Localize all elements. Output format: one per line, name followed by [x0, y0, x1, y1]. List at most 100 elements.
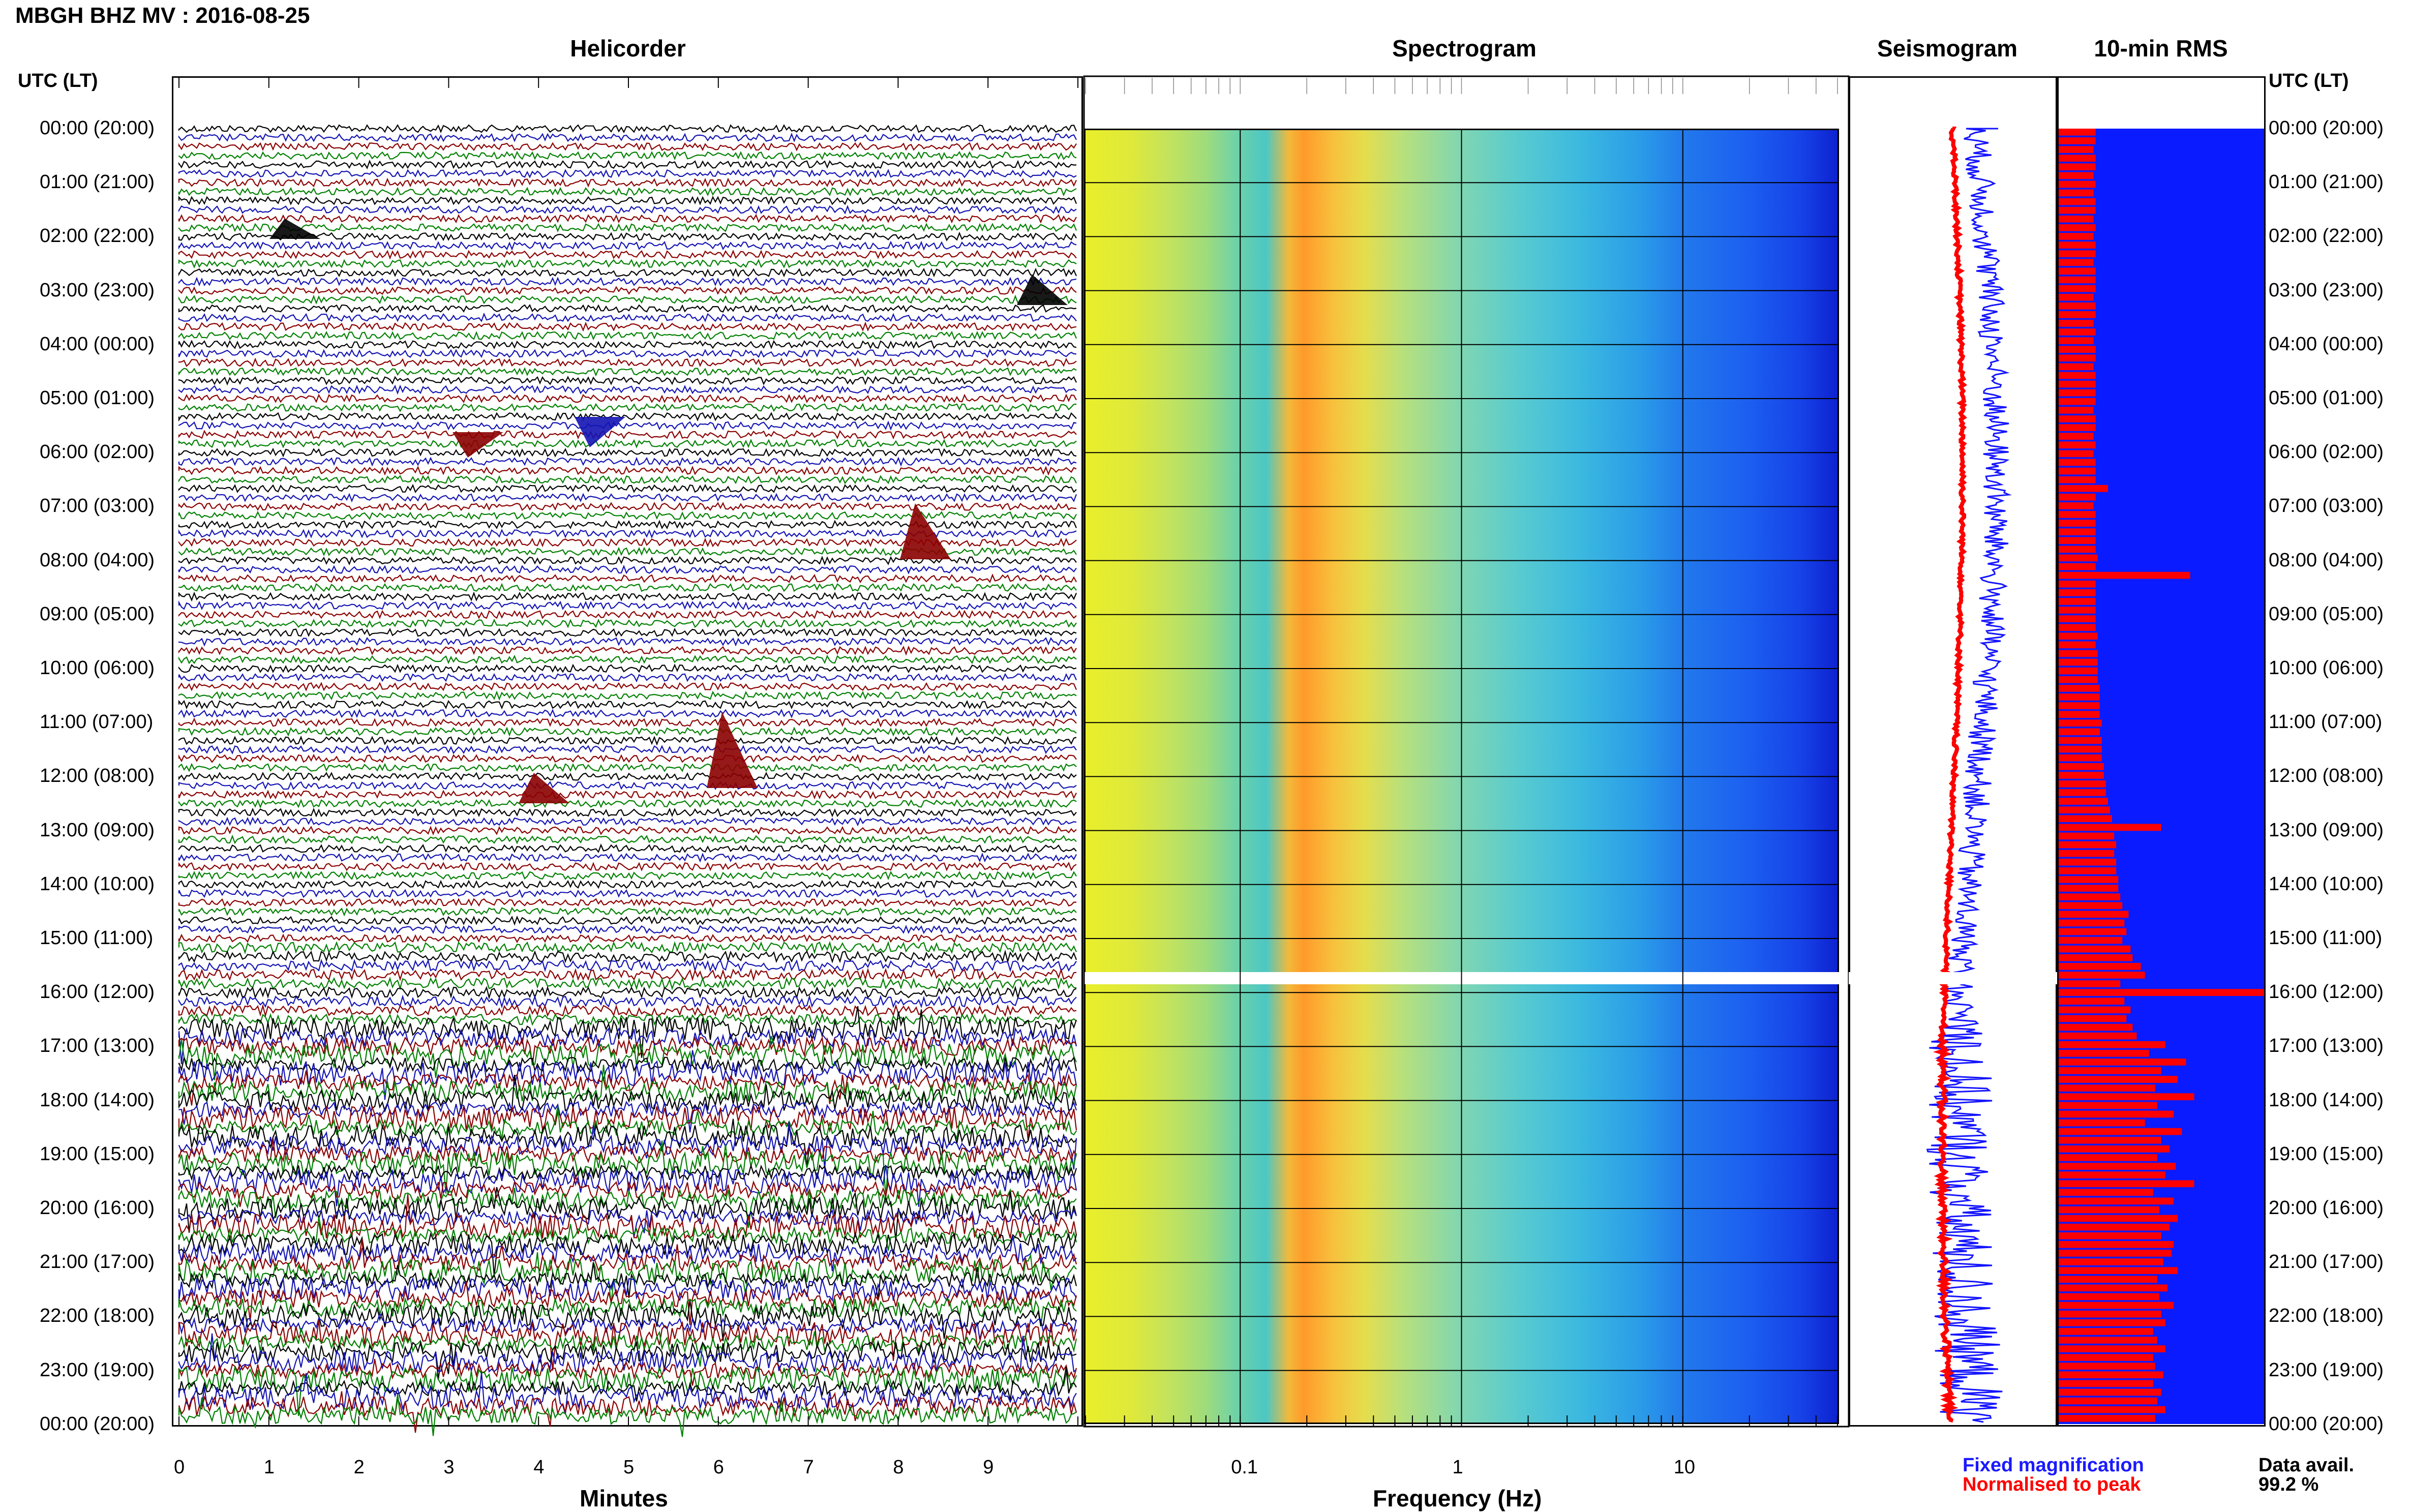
helicorder-trace: [178, 817, 1077, 827]
rms-bar: [2059, 267, 2096, 275]
rms-bar: [2059, 858, 2117, 866]
rms-bar: [2059, 1059, 2186, 1066]
helicorder-trace: [178, 610, 1077, 619]
helicorder-trace: [178, 1104, 1077, 1140]
helicorder-xtick-label: 2: [353, 1457, 365, 1478]
rms-bar: [2059, 954, 2133, 961]
helicorder-trace: [178, 1122, 1077, 1170]
rms-bar: [2059, 658, 2098, 666]
helicorder-trace: [178, 349, 1077, 358]
helicorder-trace: [178, 654, 1077, 664]
rms-bar: [2059, 893, 2121, 900]
rms-bar: [2059, 363, 2094, 371]
rms-bar: [2059, 311, 2096, 318]
seismogram-fixed-trace: [1926, 128, 2012, 1423]
helicorder-trace: [178, 834, 1077, 844]
rms-bar: [2059, 1371, 2163, 1379]
helicorder-trace: [178, 826, 1077, 836]
helicorder-trace: [178, 700, 1077, 710]
rms-bar: [2059, 198, 2096, 205]
rms-bar: [2059, 1171, 2166, 1178]
time-tick-left: 11:00 (07:00): [40, 711, 154, 733]
rms-bar: [2059, 936, 2123, 944]
rms-bar: [2059, 1310, 2161, 1318]
time-tick-left: 10:00 (06:00): [40, 657, 155, 679]
helicorder-trace: [178, 483, 1077, 494]
helicorder-trace: [178, 958, 1077, 973]
helicorder-trace: [178, 1138, 1077, 1165]
rms-bar: [2059, 632, 2098, 640]
time-tick-right: 02:00 (22:00): [2269, 225, 2384, 247]
rms-bar: [2059, 972, 2145, 979]
rms-bar: [2059, 1119, 2145, 1127]
helicorder-trace: [178, 735, 1077, 746]
helicorder-trace: [178, 1036, 1077, 1080]
rms-bar: [2059, 667, 2098, 675]
time-tick-right: 20:00 (16:00): [2269, 1197, 2384, 1219]
rms-bar: [2059, 997, 2125, 1005]
rms-bar: [2059, 520, 2096, 527]
rms-bar: [2059, 1067, 2161, 1074]
rms-bar: [2059, 615, 2096, 622]
helicorder-trace: [178, 474, 1077, 485]
helicorder-title: Helicorder: [570, 35, 686, 62]
helicorder-trace: [178, 1372, 1077, 1415]
helicorder-trace: [178, 682, 1077, 692]
helicorder-xtick-label: 4: [533, 1457, 545, 1478]
helicorder-trace: [178, 771, 1077, 781]
rms-bar: [2059, 685, 2100, 692]
spectrogram-title: Spectrogram: [1392, 35, 1537, 62]
rms-bar: [2059, 337, 2094, 344]
rms-bar: [2059, 1154, 2157, 1161]
helicorder-trace: [178, 169, 1077, 178]
rms-bar: [2059, 1006, 2131, 1014]
helicorder-trace: [178, 790, 1077, 800]
helicorder-trace: [178, 1333, 1077, 1374]
rms-bar: [2059, 980, 2121, 987]
helicorder-xlabel: Minutes: [580, 1485, 668, 1511]
helicorder-trace: [178, 1106, 1077, 1141]
time-tick-left: 00:00 (20:00): [40, 1413, 155, 1435]
helicorder-trace: [178, 1055, 1077, 1086]
helicorder-trace: [178, 420, 1077, 431]
helicorder-trace: [178, 277, 1077, 287]
helicorder-trace: [178, 583, 1077, 592]
time-tick-left: 19:00 (15:00): [40, 1143, 155, 1165]
helicorder-trace: [178, 1165, 1077, 1207]
helicorder-trace: [178, 1208, 1077, 1237]
helicorder-trace: [178, 1231, 1077, 1277]
helicorder-event: [519, 773, 569, 803]
seismogram-title: Seismogram: [1877, 35, 2018, 62]
helicorder-trace: [178, 690, 1077, 701]
rms-bar: [2059, 1050, 2149, 1057]
helicorder-trace: [178, 1365, 1077, 1416]
helicorder-xtick-label: 6: [713, 1457, 724, 1478]
helicorder-trace: [178, 753, 1077, 764]
helicorder-xtick-label: 1: [263, 1457, 275, 1478]
rms-bar: [2059, 450, 2094, 458]
rms-bar: [2059, 407, 2094, 414]
rms-bar: [2059, 928, 2127, 935]
helicorder-trace: [178, 949, 1077, 964]
rms-bar: [2059, 389, 2096, 397]
rms-bar: [2059, 1145, 2170, 1153]
helicorder-trace: [178, 637, 1077, 647]
rms-bar: [2059, 650, 2098, 657]
helicorder-trace: [178, 645, 1077, 656]
helicorder-trace: [178, 717, 1077, 728]
rms-bar: [2059, 1206, 2159, 1214]
rms-bar: [2059, 867, 2117, 874]
rms-bar: [2059, 641, 2096, 649]
time-tick-right: 05:00 (01:00): [2269, 387, 2384, 409]
helicorder-trace: [178, 1391, 1077, 1433]
rms-bar: [2059, 1302, 2174, 1309]
time-tick-right: 18:00 (14:00): [2269, 1089, 2384, 1111]
rms-bar: [2059, 180, 2096, 188]
rms-bar: [2059, 163, 2096, 171]
rms-bar: [2059, 250, 2096, 257]
rms-bar: [2059, 563, 2096, 570]
helicorder-trace: [178, 708, 1077, 719]
helicorder-trace: [178, 941, 1077, 955]
rms-bar: [2059, 241, 2096, 249]
rms-bar: [2059, 380, 2096, 388]
